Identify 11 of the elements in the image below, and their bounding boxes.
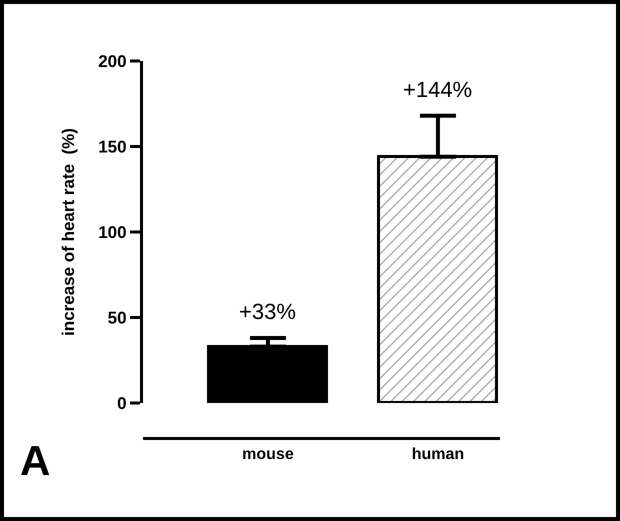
- x-tick-label: mouse: [242, 446, 294, 464]
- data-label: +144%: [403, 77, 472, 102]
- x-tick-label: human: [412, 446, 464, 464]
- y-tick-label: 100: [98, 222, 127, 242]
- y-tick-label: 200: [98, 52, 127, 71]
- y-tick-label: 150: [98, 137, 127, 156]
- y-tick-label: 50: [108, 308, 127, 328]
- y-axis-title: increase of heart rate (%): [58, 128, 78, 336]
- y-tick-label: 0: [117, 394, 127, 413]
- data-label: +33%: [239, 299, 296, 324]
- text: A: [20, 437, 50, 484]
